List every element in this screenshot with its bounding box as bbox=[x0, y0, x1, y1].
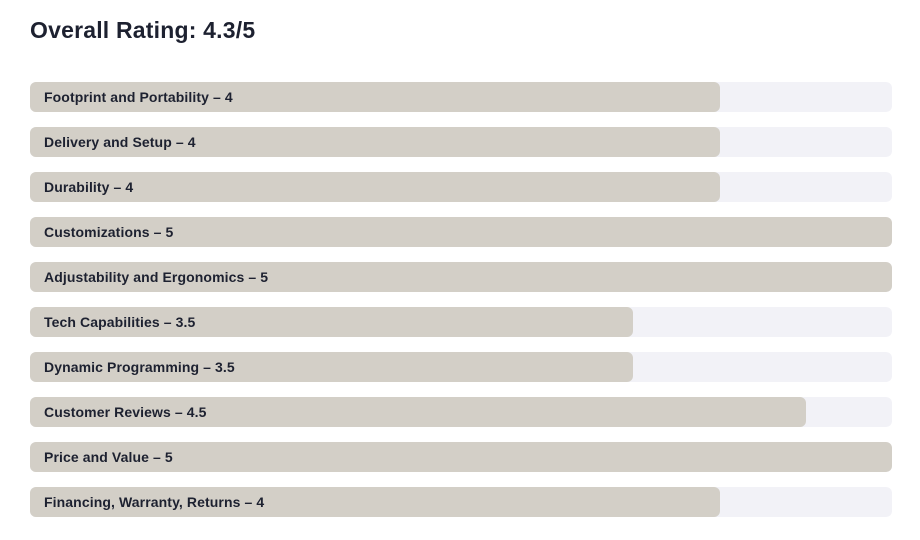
rating-bar-label: Dynamic Programming – 3.5 bbox=[44, 359, 235, 375]
rating-bar-label: Customizations – 5 bbox=[44, 224, 174, 240]
rating-row: Footprint and Portability – 4 bbox=[30, 82, 892, 112]
rating-bar-fill: Delivery and Setup – 4 bbox=[30, 127, 720, 157]
rating-bar-label: Durability – 4 bbox=[44, 179, 134, 195]
rating-bar-label: Delivery and Setup – 4 bbox=[44, 134, 196, 150]
rating-bar-fill: Adjustability and Ergonomics – 5 bbox=[30, 262, 892, 292]
rating-bars: Footprint and Portability – 4 Delivery an… bbox=[30, 82, 892, 532]
rating-bar-fill: Customizations – 5 bbox=[30, 217, 892, 247]
rating-bar-label: Price and Value – 5 bbox=[44, 449, 173, 465]
rating-row: Delivery and Setup – 4 bbox=[30, 127, 892, 157]
rating-row: Adjustability and Ergonomics – 5 bbox=[30, 262, 892, 292]
rating-bar-fill: Durability – 4 bbox=[30, 172, 720, 202]
rating-bar-label: Tech Capabilities – 3.5 bbox=[44, 314, 196, 330]
rating-row: Dynamic Programming – 3.5 bbox=[30, 352, 892, 382]
rating-bar-label: Footprint and Portability – 4 bbox=[44, 89, 233, 105]
rating-row: Durability – 4 bbox=[30, 172, 892, 202]
rating-bar-label: Customer Reviews – 4.5 bbox=[44, 404, 207, 420]
rating-row: Tech Capabilities – 3.5 bbox=[30, 307, 892, 337]
rating-row: Customizations – 5 bbox=[30, 217, 892, 247]
rating-bar-fill: Tech Capabilities – 3.5 bbox=[30, 307, 634, 337]
rating-bar-fill: Price and Value – 5 bbox=[30, 442, 892, 472]
rating-bar-fill: Footprint and Portability – 4 bbox=[30, 82, 720, 112]
rating-bar-fill: Dynamic Programming – 3.5 bbox=[30, 352, 634, 382]
overall-rating-title: Overall Rating: 4.3/5 bbox=[30, 17, 256, 43]
rating-row: Customer Reviews – 4.5 bbox=[30, 397, 892, 427]
rating-bar-label: Adjustability and Ergonomics – 5 bbox=[44, 269, 269, 285]
rating-row: Financing, Warranty, Returns – 4 bbox=[30, 487, 892, 517]
rating-bar-fill: Financing, Warranty, Returns – 4 bbox=[30, 487, 720, 517]
rating-bar-label: Financing, Warranty, Returns – 4 bbox=[44, 494, 265, 510]
rating-bar-fill: Customer Reviews – 4.5 bbox=[30, 397, 806, 427]
rating-row: Price and Value – 5 bbox=[30, 442, 892, 472]
